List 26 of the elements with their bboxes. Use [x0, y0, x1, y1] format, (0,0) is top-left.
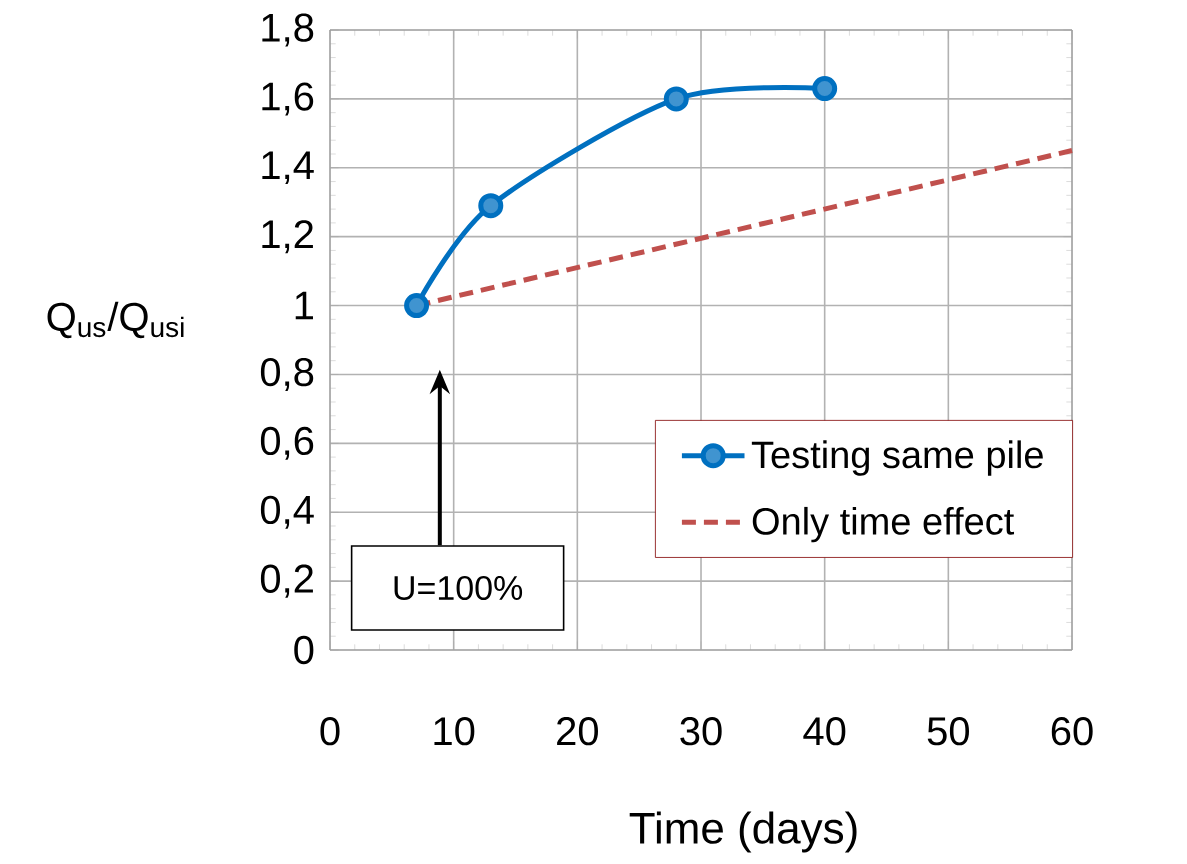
point — [478, 193, 504, 219]
y-tick-label: 0,4 — [260, 495, 314, 529]
y-tick-label: 1,8 — [262, 13, 314, 47]
y-tick-label: 1,2 — [262, 220, 313, 254]
y-axis-title: Q$_{us}$/Q$_{usi}$ — [47, 301, 184, 339]
x-tick-label: 10 — [434, 717, 475, 746]
x-tick-label: 40 — [803, 717, 846, 746]
y-tick-label: 0 — [294, 635, 314, 665]
x-tick-label: 30 — [680, 717, 722, 746]
x-tick-label: 50 — [927, 717, 970, 746]
point — [663, 86, 689, 112]
y-tick-label: 1,6 — [262, 82, 314, 116]
legend-label: Only time effect — [752, 506, 1015, 543]
point — [812, 76, 838, 102]
x-tick-label: 20 — [557, 717, 599, 746]
x-axis-title: Time (days) — [629, 811, 857, 853]
y-tick-label: 0,6 — [260, 426, 314, 460]
x-tick-label: 0 — [320, 717, 340, 746]
x-tick-label: 60 — [1051, 717, 1093, 746]
y-tick-label: 0,2 — [260, 564, 313, 598]
y-tick-label: 0,8 — [260, 357, 314, 391]
legend-label: Testing same pile — [751, 440, 1043, 476]
point — [404, 293, 430, 319]
annotation: U=100% — [394, 575, 523, 601]
y-tick-label: 1 — [295, 291, 313, 320]
y-tick-label: 1,4 — [262, 151, 314, 185]
